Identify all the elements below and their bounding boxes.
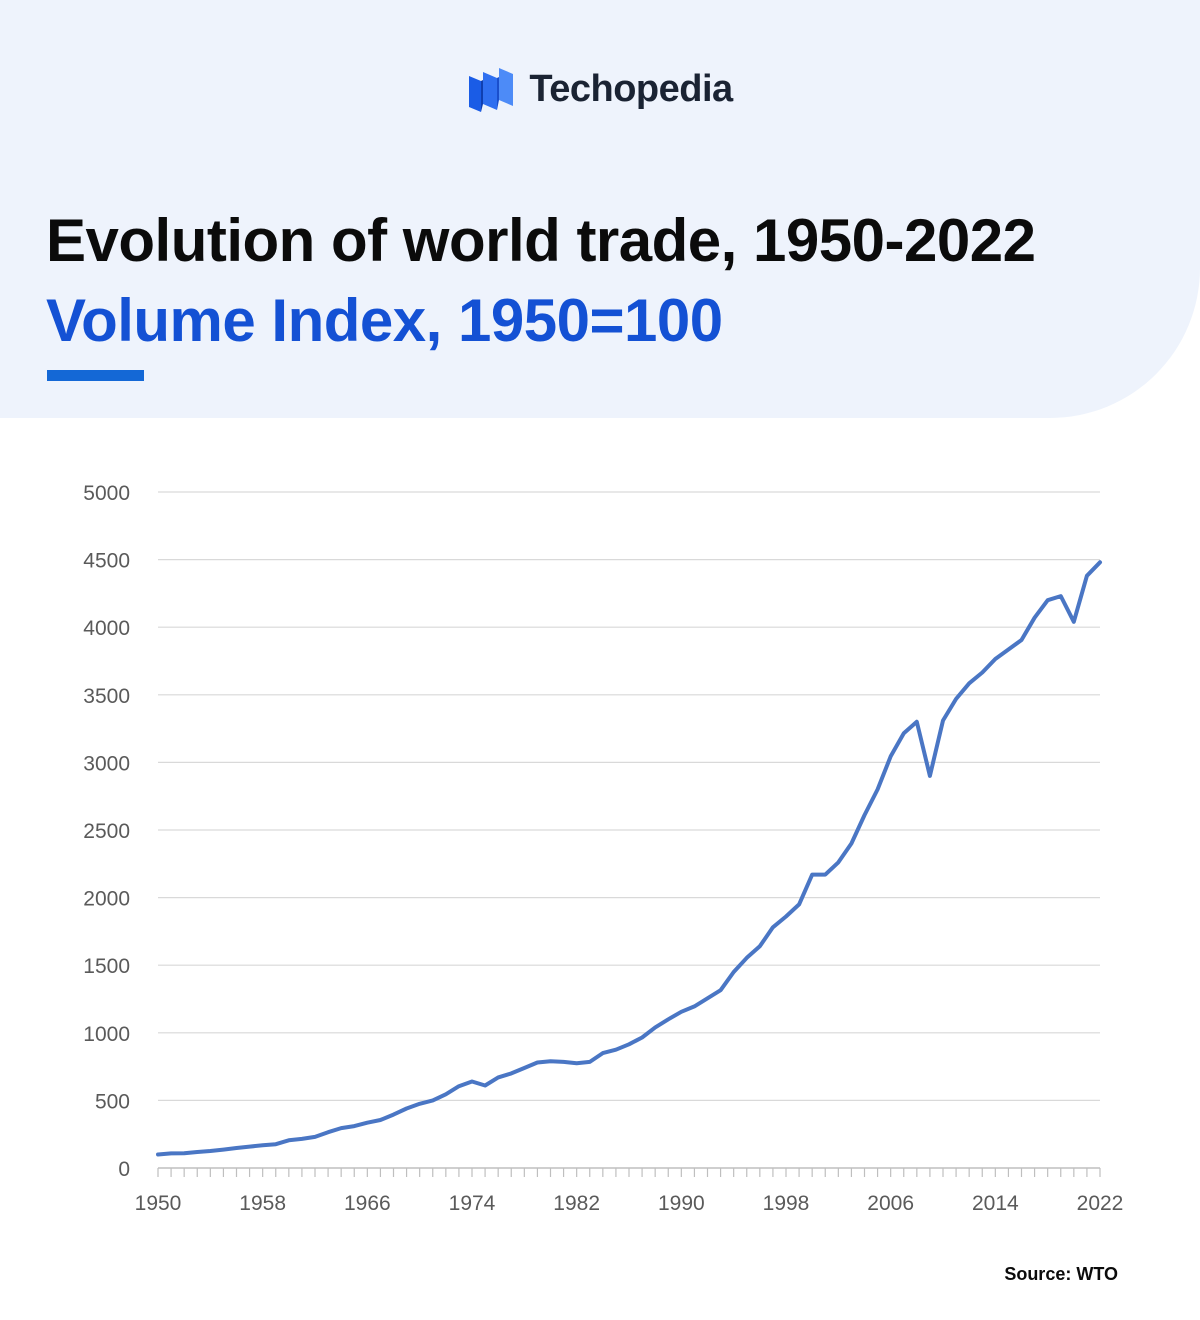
x-tick-label: 2006: [867, 1192, 914, 1215]
y-tick-label: 4000: [83, 617, 130, 640]
series-line-layer: [156, 560, 1102, 1157]
chart-subtitle: Volume Index, 1950=100: [46, 287, 723, 354]
y-tick-label: 3000: [83, 752, 130, 775]
x-tick-label: 1958: [239, 1192, 286, 1215]
y-tick-label: 1500: [83, 955, 130, 978]
brand: Techopedia: [0, 66, 1200, 112]
x-tick-label: 1950: [135, 1192, 182, 1215]
header-panel: [0, 0, 1200, 418]
x-tick-label: 2022: [1077, 1192, 1124, 1215]
x-tick-label: 1966: [344, 1192, 391, 1215]
y-tick-label: 500: [95, 1090, 130, 1113]
y-tick-label: 5000: [83, 482, 130, 505]
x-tick-label: 1982: [553, 1192, 600, 1215]
y-tick-label: 2500: [83, 820, 130, 843]
source-note: Source: WTO: [1004, 1264, 1118, 1284]
accent-bar: [47, 370, 144, 381]
stacked-panels-logo-icon: [469, 68, 514, 112]
y-tick-label: 1000: [83, 1023, 130, 1046]
series-line-0: [156, 560, 1102, 1157]
y-tick-label: 3500: [83, 685, 130, 708]
y-tick-label: 0: [118, 1158, 130, 1181]
chart-title: Evolution of world trade, 1950-2022: [46, 207, 1036, 274]
x-axis: [157, 1167, 1101, 1177]
x-tick-label: 1998: [763, 1192, 810, 1215]
x-axis-tick-labels: 1950 1958 1966 1974 1982 1990 1998 2006 2014 2022: [135, 1192, 1124, 1215]
line-chart: 0 500 1000 1500 2000 2500 3000 3500 4000 4500 5000…: [83, 482, 1124, 1215]
y-tick-label: 2000: [83, 888, 130, 911]
x-tick-label: 1974: [449, 1192, 496, 1215]
y-tick-label: 4500: [83, 550, 130, 573]
brand-name: Techopedia: [529, 67, 733, 110]
y-axis-tick-labels: 0 500 1000 1500 2000 2500 3000 3500 4000 4500 5000: [83, 482, 130, 1181]
x-tick-label: 1990: [658, 1192, 705, 1215]
grid-lines: [158, 491, 1100, 1102]
x-tick-label: 2014: [972, 1192, 1019, 1215]
